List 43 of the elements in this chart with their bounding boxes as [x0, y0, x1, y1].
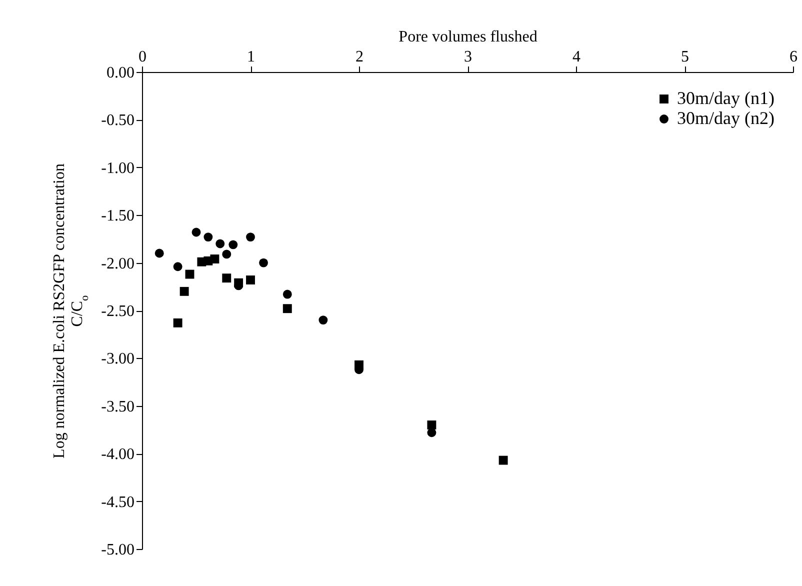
point [173, 318, 182, 328]
x-axis-title: Pore volumes flushed [398, 28, 538, 46]
point [246, 232, 255, 242]
point [282, 304, 292, 314]
y-tick-label: -0.50 [101, 112, 134, 130]
point [259, 258, 268, 268]
y-tick-label: -5.00 [101, 542, 134, 558]
point [246, 276, 255, 284]
point [180, 286, 189, 296]
point [210, 254, 220, 264]
y-tick-label: -2.00 [101, 255, 134, 272]
point [498, 456, 508, 465]
point [318, 316, 328, 325]
y-tick-label: 0.00 [106, 64, 134, 82]
y-tick-label: -4.00 [101, 446, 134, 464]
point [427, 420, 436, 430]
point [204, 232, 213, 242]
point [192, 228, 201, 237]
point [228, 240, 238, 250]
point [222, 250, 232, 259]
point [282, 290, 292, 299]
point [234, 278, 244, 288]
x-tick-label: 3 [464, 48, 472, 66]
point [222, 274, 232, 283]
x-tick-label: 6 [790, 48, 798, 66]
point [354, 360, 364, 370]
legend-label: 30m/day (n2) [677, 108, 774, 128]
legend-label: 30m/day (n1) [677, 88, 774, 108]
x-tick-label: 2 [356, 48, 364, 66]
y-tick-label: -2.50 [101, 303, 134, 320]
point [216, 239, 225, 248]
y-tick-label: -1.50 [101, 208, 134, 225]
point [154, 248, 164, 258]
x-tick-label: 5 [681, 48, 689, 66]
point [185, 270, 194, 279]
y-tick-label: -1.00 [101, 160, 134, 177]
y-tick-label: -4.50 [101, 494, 134, 511]
y-tick-label: -3.50 [101, 398, 134, 416]
x-tick-label: 0 [138, 48, 146, 66]
x-tick-label: 4 [572, 48, 580, 66]
point [173, 262, 182, 272]
y-tick-label: -3.00 [101, 350, 134, 368]
x-tick-label: 1 [247, 48, 255, 66]
